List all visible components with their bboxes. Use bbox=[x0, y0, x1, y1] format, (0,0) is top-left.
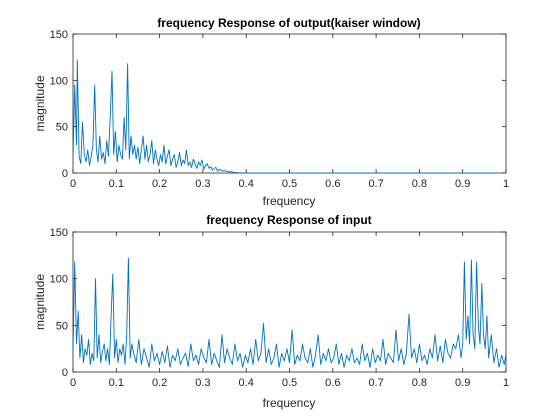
y-axis-label: magnitude bbox=[33, 75, 47, 131]
x-tick-label: 0.5 bbox=[282, 178, 297, 190]
axes-box bbox=[72, 33, 507, 174]
x-tick-label: 0.7 bbox=[368, 377, 383, 389]
x-tick-label: 0 bbox=[70, 377, 76, 389]
y-ticks: 0 50 100 150 bbox=[50, 29, 506, 180]
y-tick-label: 100 bbox=[50, 274, 68, 286]
x-ticks: 0 0.1 0.2 0.3 0.4 0.5 0.6 0.7 0.8 0.9 1 bbox=[70, 34, 509, 190]
subplot-output: frequency Response of output(kaiser wind… bbox=[33, 16, 509, 208]
x-tick-label: 0 bbox=[70, 178, 76, 190]
y-tick-label: 50 bbox=[56, 122, 68, 134]
y-tick-label: 0 bbox=[62, 168, 68, 180]
x-tick-label: 0.1 bbox=[109, 377, 124, 389]
x-tick-label: 0.7 bbox=[368, 178, 383, 190]
x-tick-label: 0.9 bbox=[455, 178, 470, 190]
y-tick-label: 150 bbox=[50, 227, 68, 239]
x-tick-label: 0.9 bbox=[455, 377, 470, 389]
x-ticks: 0 0.1 0.2 0.3 0.4 0.5 0.6 0.7 0.8 0.9 1 bbox=[70, 232, 509, 389]
x-tick-label: 0.8 bbox=[412, 178, 427, 190]
x-tick-label: 0.5 bbox=[282, 377, 297, 389]
x-tick-label: 0.6 bbox=[325, 178, 340, 190]
subplot-input: frequency Response of input 0 0.1 0.2 0.3 0.… bbox=[33, 213, 509, 410]
y-tick-label: 150 bbox=[50, 29, 68, 41]
series-layer bbox=[72, 59, 506, 174]
x-tick-label: 0.2 bbox=[152, 178, 167, 190]
x-axis-label: frequency bbox=[263, 194, 316, 208]
x-tick-label: 1 bbox=[503, 178, 509, 190]
x-tick-label: 0.2 bbox=[152, 377, 167, 389]
chart-title: frequency Response of output(kaiser wind… bbox=[157, 16, 420, 30]
chart-title: frequency Response of input bbox=[206, 213, 371, 227]
y-ticks: 0 50 100 150 bbox=[50, 227, 506, 379]
y-tick-label: 50 bbox=[56, 320, 68, 332]
x-tick-label: 0.6 bbox=[325, 377, 340, 389]
x-tick-label: 0.4 bbox=[239, 377, 254, 389]
y-tick-label: 0 bbox=[62, 367, 68, 379]
series-layer bbox=[72, 257, 507, 368]
x-tick-label: 0.1 bbox=[109, 178, 124, 190]
series-line-0 bbox=[72, 59, 506, 174]
x-axis-label: frequency bbox=[263, 396, 316, 410]
series-line-0 bbox=[72, 257, 507, 368]
y-tick-label: 100 bbox=[50, 75, 68, 87]
x-tick-label: 0.3 bbox=[195, 178, 210, 190]
x-tick-label: 0.8 bbox=[412, 377, 427, 389]
x-tick-label: 0.4 bbox=[239, 178, 254, 190]
x-tick-label: 1 bbox=[503, 377, 509, 389]
x-tick-label: 0.3 bbox=[195, 377, 210, 389]
y-axis-label: magnitude bbox=[33, 274, 47, 330]
